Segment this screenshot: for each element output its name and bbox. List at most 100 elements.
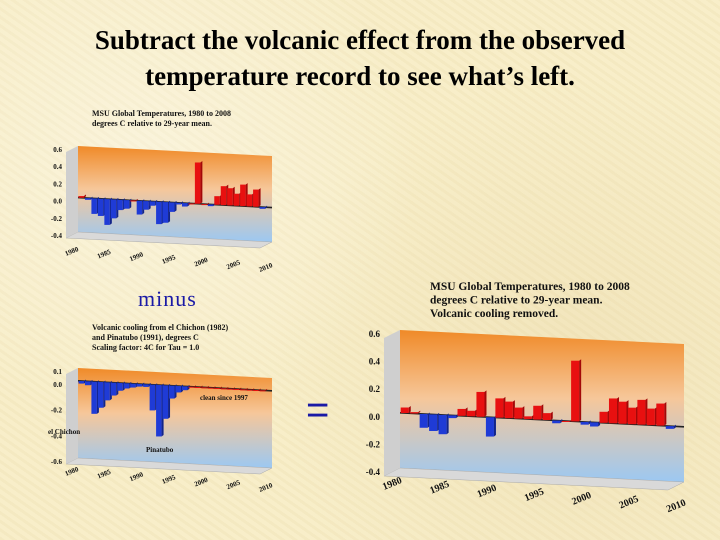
slide-title-line-1: Subtract the volcanic effect from the ob… [94, 25, 626, 55]
bar-1983 [429, 414, 438, 431]
y-tick-label: -0.2 [51, 215, 63, 223]
bar-side-1999 [588, 420, 591, 425]
y-tick-label: -0.4 [51, 232, 63, 240]
bar-1991 [149, 201, 156, 206]
bar-side-2008 [673, 424, 676, 429]
plot-floor [383, 467, 685, 491]
bar-side-2008 [265, 388, 268, 392]
chart-title-line: MSU Global Temperatures, 1980 to 2008 [430, 281, 630, 293]
x-tick-label: 2000 [570, 490, 593, 508]
bar-1982 [419, 413, 428, 428]
bar-1987 [123, 200, 130, 209]
bar-1987 [466, 410, 476, 417]
bar-side-1987 [129, 198, 132, 209]
x-tick-label: 1985 [96, 248, 112, 261]
y-tick-label: 0.0 [369, 412, 381, 422]
bar-2000 [207, 204, 214, 207]
bar-side-2003 [232, 387, 235, 390]
bar-1986 [117, 383, 123, 391]
x-tick-label: 1985 [96, 468, 112, 481]
bar-2002 [220, 388, 227, 390]
bar-1997 [188, 203, 194, 205]
bar-1996 [181, 203, 188, 207]
bar-1985 [448, 415, 457, 419]
bar-2002 [220, 186, 227, 206]
bar-1995 [542, 413, 551, 421]
bar-2002 [608, 398, 618, 424]
x-tick-label: 1995 [161, 473, 177, 486]
y-tick-label: 0.6 [53, 146, 62, 154]
chart-title-line: Volcanic cooling removed. [430, 308, 558, 320]
bar-2000 [207, 387, 214, 389]
x-tick-label: 1995 [523, 486, 546, 504]
y-tick-label: 0.0 [53, 198, 62, 206]
x-tick-label: 2010 [665, 497, 688, 515]
bar-1984 [104, 382, 110, 401]
bar-side-2007 [258, 188, 261, 207]
bar-1980 [400, 407, 409, 414]
bar-2007 [253, 390, 259, 392]
x-tick-label: 1990 [476, 483, 499, 501]
bar-2006 [246, 194, 253, 207]
bar-side-1980 [83, 194, 86, 198]
bar-1985 [110, 199, 117, 219]
bar-side-2007 [258, 388, 261, 392]
chart-title-line: MSU Global Temperatures, 1980 to 2008 [92, 109, 231, 118]
y-tick-label: -0.6 [51, 458, 63, 466]
slide-title: Subtract the volcanic effect from the ob… [0, 22, 720, 94]
bar-2003 [618, 401, 627, 424]
bar-1983 [97, 198, 104, 216]
x-tick-label: 1990 [128, 250, 144, 263]
bar-1989 [485, 417, 494, 437]
chart-title-line: Scaling factor: 4C for Tau = 1.0 [92, 343, 199, 352]
bar-side-1989 [493, 415, 496, 437]
bar-2005 [240, 389, 246, 391]
bar-1981 [84, 381, 91, 386]
bar-1994 [169, 202, 175, 212]
volcanic-removed-chart: 0.6 0.4 0.2 0.0 -0.2 -0.4 1980 1985 1990 1995 2000… [360, 272, 700, 534]
bar-1998 [194, 387, 201, 389]
bar-side-1984 [446, 413, 449, 435]
bar-side-1988 [135, 198, 138, 202]
bar-side-1999 [206, 385, 209, 389]
bar-2005 [637, 399, 646, 425]
bar-1981 [84, 198, 91, 200]
chart-title-line: degrees C relative to 29-year mean. [430, 295, 603, 307]
bar-side-2004 [239, 387, 242, 391]
y-tick-label: -0.2 [366, 439, 381, 449]
bar-side-1998 [579, 359, 582, 422]
x-tick-label: 2005 [225, 478, 241, 491]
plot-left-wall [66, 146, 78, 238]
bar-2007 [656, 403, 665, 426]
bar-1993 [523, 416, 532, 420]
bar-side-1981 [90, 196, 93, 200]
plot-panel [78, 368, 272, 468]
bar-1994 [169, 385, 175, 399]
bar-2004 [627, 407, 636, 425]
minus-label: minus [138, 286, 197, 311]
chart-title-line: and Pinatubo (1991), degrees C [92, 333, 199, 342]
bar-2004 [233, 193, 240, 206]
observed-temperature-chart: 0.6 0.4 0.2 0.0 -0.2 -0.4 1980 1985 1990 1995 2000… [40, 104, 280, 284]
bar-1992 [514, 407, 523, 419]
bar-side-2002 [226, 386, 229, 390]
bar-1989 [136, 384, 143, 387]
x-tick-label: 1980 [381, 475, 404, 493]
plot-left-wall [384, 330, 400, 476]
y-tick-label: -0.2 [51, 407, 63, 415]
bar-side-2001 [219, 386, 222, 390]
chart-annotation: el Chichon [48, 428, 80, 436]
bar-1992 [156, 385, 162, 437]
bar-1999 [201, 387, 207, 389]
x-tick-label: 2000 [193, 476, 209, 489]
bar-side-1998 [200, 385, 203, 389]
bar-2003 [227, 388, 233, 390]
bar-1980 [78, 381, 84, 384]
y-tick-label: 0.4 [53, 163, 62, 171]
x-tick-label: 1980 [64, 245, 80, 258]
equals-sign: = [306, 388, 330, 432]
bar-1996 [181, 386, 188, 391]
y-tick-label: 0.2 [369, 384, 381, 394]
